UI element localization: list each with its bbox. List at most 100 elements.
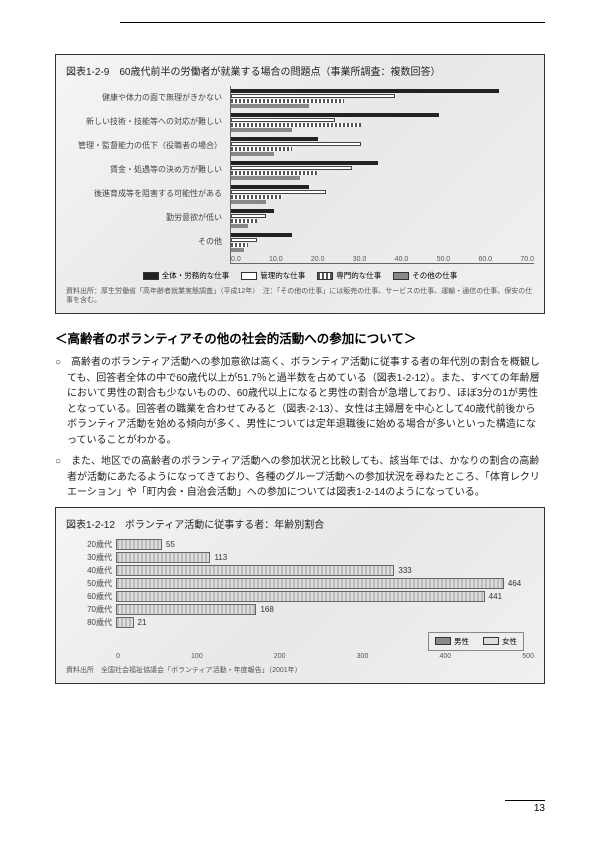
chart-2-age-label: 70歳代 (70, 604, 116, 615)
chart-1-bar (231, 219, 257, 223)
chart-2-row: 70歳代 168 (70, 604, 534, 615)
chart-2-row: 80歳代 21 (70, 617, 534, 628)
chart-2-bar-wrap: 441 (116, 591, 534, 602)
legend-label: 男性 (454, 636, 469, 647)
chart-1-bar-group (231, 182, 534, 206)
chart-1-note: 資料出所：厚生労働省「高年齢者就業実態調査」（平成12年） 注：「その他の仕事」… (66, 287, 534, 305)
chart-1-bar (231, 209, 274, 213)
section-heading: ＜高齢者のボランティアその他の社会的活動への参加について＞ (55, 328, 545, 347)
page-number: 13 (505, 800, 545, 814)
chart-2-value: 464 (504, 579, 521, 588)
chart-1-category-label: 健康や体力の面で無理がきかない (66, 86, 226, 110)
chart-1-bar (231, 104, 309, 108)
chart-1-bar-group (231, 134, 534, 158)
chart-2-value: 21 (134, 618, 147, 627)
chart-1-bar-group (231, 110, 534, 134)
chart-1-legend-item: 専門的な仕事 (317, 270, 381, 281)
chart-1-bar (231, 99, 344, 103)
chart-1-bar (231, 161, 378, 165)
chart-2-bar (116, 565, 394, 576)
chart-1-bar (231, 128, 292, 132)
chart-1-category-label: 勤労意欲が低い (66, 206, 226, 230)
chart-1-y-labels: 健康や体力の面で無理がきかない新しい技術・技能等への対応が難しい管理・監督能力の… (66, 86, 226, 264)
chart-1-x-tick: 0.0 (231, 256, 241, 263)
chart-1-bar (231, 176, 300, 180)
chart-2-x-tick: 100 (191, 653, 203, 660)
legend-swatch (393, 272, 409, 280)
chart-2-x-tick: 300 (357, 653, 369, 660)
legend-swatch (143, 272, 159, 280)
chart-2-legend: 男性 女性 (428, 632, 524, 651)
legend-swatch (483, 637, 499, 645)
chart-1-bar-group (231, 206, 534, 230)
page-top-rule (120, 22, 545, 23)
chart-2-rows: 20歳代5530歳代 113 40歳代 333 50歳代 464 60歳代 441 70歳代 16… (66, 539, 534, 628)
chart-1-category-label: 賃金・処遇等の決め方が難しい (66, 158, 226, 182)
chart-1-x-tick: 50.0 (437, 256, 451, 263)
legend-label: 全体・労務的な仕事 (162, 270, 230, 281)
chart-2-x-tick: 400 (439, 653, 451, 660)
chart-1-bar (231, 248, 244, 252)
chart-1-bar (231, 171, 318, 175)
chart-2-bar-wrap: 55 (116, 539, 534, 550)
chart-1-x-tick: 30.0 (353, 256, 367, 263)
chart-1-plot: 健康や体力の面で無理がきかない新しい技術・技能等への対応が難しい管理・監督能力の… (66, 86, 534, 264)
chart-2-bar-wrap: 168 (116, 604, 534, 615)
chart-1-bar-group (231, 86, 534, 110)
chart-1-bar (231, 89, 499, 93)
chart-2-note: 資料出所 全国社会福祉協議会「ボランティア活動・年度報告」（2001年） (66, 666, 534, 675)
chart-1-bar (231, 224, 248, 228)
chart-1-bar (231, 190, 326, 194)
chart-1-bar (231, 166, 352, 170)
chart-2-bar (116, 617, 134, 628)
chart-1-bar (231, 243, 248, 247)
chart-1-bar (231, 118, 335, 122)
chart-2-bar (116, 604, 256, 615)
chart-1-bar (231, 113, 439, 117)
chart-1-bar (231, 214, 266, 218)
chart-1-category-label: 後進育成等を阻害する可能性がある (66, 182, 226, 206)
chart-1-legend-item: 全体・労務的な仕事 (143, 270, 230, 281)
legend-label: 管理的な仕事 (260, 270, 305, 281)
chart-1-bar (231, 185, 309, 189)
paragraph-1: ○ 高齢者のボランティア活動への参加意欲は高く、ボランティア活動に従事する者の年… (55, 355, 545, 448)
chart-2-value: 168 (256, 605, 273, 614)
chart-1-legend-item: その他の仕事 (393, 270, 457, 281)
chart-2-bar-wrap: 464 (116, 578, 534, 589)
legend-label: 専門的な仕事 (336, 270, 381, 281)
chart-1-bar (231, 142, 361, 146)
chart-2-age-label: 50歳代 (70, 578, 116, 589)
chart-1-x-tick: 20.0 (311, 256, 325, 263)
chart-2-bar-wrap: 333 (116, 565, 534, 576)
paragraph-2: ○ また、地区での高齢者のボランティア活動への参加状況と比較しても、該当年では、… (55, 454, 545, 501)
chart-2-value: 333 (394, 566, 411, 575)
chart-2-age-label: 30歳代 (70, 552, 116, 563)
chart-2-x-axis: 0100200300400500 (66, 651, 534, 660)
legend-swatch (317, 272, 333, 280)
chart-1-category-label: その他 (66, 230, 226, 254)
chart-1-bar (231, 123, 361, 127)
chart-2-row: 60歳代 441 (70, 591, 534, 602)
chart-1-category-label: 新しい技術・技能等への対応が難しい (66, 110, 226, 134)
chart-1-legend-item: 管理的な仕事 (241, 270, 305, 281)
chart-2-row: 50歳代 464 (70, 578, 534, 589)
chart-2-bar-wrap: 113 (116, 552, 534, 563)
legend-swatch (241, 272, 257, 280)
chart-2-age-label: 20歳代 (70, 539, 116, 550)
chart-2-bar (116, 591, 485, 602)
chart-1-bar-group (231, 158, 534, 182)
chart-1-bars: 0.010.020.030.040.050.060.070.0 (230, 86, 534, 264)
chart-2-age-label: 80歳代 (70, 617, 116, 628)
chart-2-box: 図表1-2-12 ボランティア活動に従事する者：年齢別割合 20歳代5530歳代… (55, 507, 545, 684)
chart-1-x-tick: 60.0 (478, 256, 492, 263)
chart-2-age-label: 60歳代 (70, 591, 116, 602)
legend-label: 女性 (502, 636, 517, 647)
chart-1-x-tick: 10.0 (269, 256, 283, 263)
chart-1-bar-group (231, 230, 534, 254)
legend-swatch (435, 637, 451, 645)
chart-2-age-label: 40歳代 (70, 565, 116, 576)
chart-2-value: 113 (210, 553, 227, 562)
chart-2-value: 441 (485, 592, 502, 601)
chart-2-bar (116, 552, 210, 563)
chart-2-legend-item: 男性 (435, 636, 469, 647)
